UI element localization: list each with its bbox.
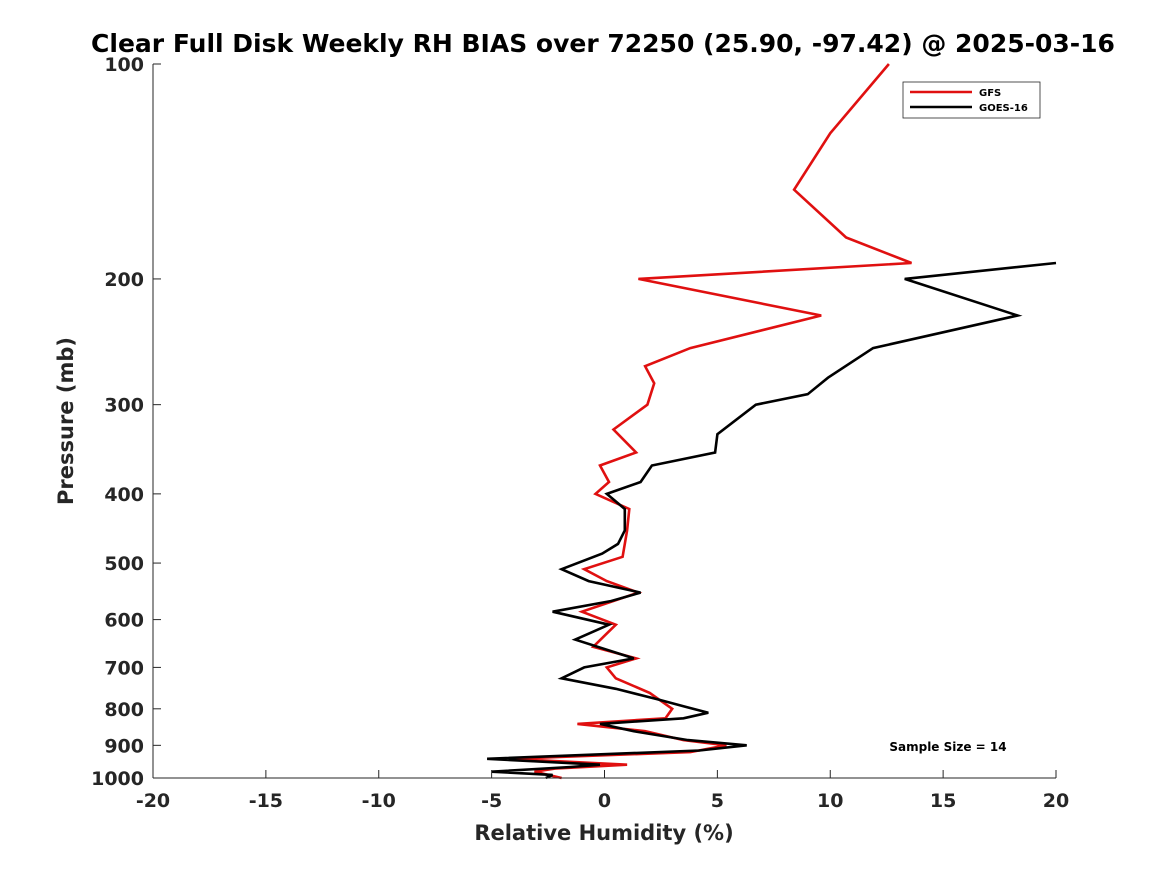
- y-tick-label: 800: [104, 699, 144, 721]
- goes16-series-line: [487, 261, 1057, 780]
- y-tick-label: 300: [104, 395, 144, 417]
- legend-label-gfs: GFS: [979, 88, 1001, 99]
- x-tick-label: 20: [1043, 790, 1069, 812]
- x-tick-label: -15: [249, 790, 283, 812]
- y-tick-label: 400: [104, 484, 144, 506]
- x-axis-ticks: -20 -15 -10 -5 0 5 10 15 20: [136, 770, 1069, 812]
- x-tick-label: -10: [362, 790, 396, 812]
- y-tick-label: 1000: [91, 768, 144, 790]
- y-tick-label: 500: [104, 553, 144, 575]
- y-axis-ticks: 100 200 300 400 500 600 700 800 900 1000: [91, 54, 161, 790]
- y-tick-label: 600: [104, 610, 144, 632]
- y-axis-label: Pressure (mb): [54, 337, 78, 505]
- legend-box: [902, 81, 1041, 119]
- x-tick-label: 0: [598, 790, 611, 812]
- sample-size-annotation: Sample Size = 14: [889, 740, 1006, 754]
- plot-area: [153, 64, 1056, 778]
- x-tick-label: -20: [136, 790, 170, 812]
- x-tick-label: 15: [930, 790, 956, 812]
- x-axis-label: Relative Humidity (%): [474, 821, 733, 845]
- y-tick-label: 200: [104, 269, 144, 291]
- series-layer: [487, 63, 1057, 780]
- legend: GFS GOES-16: [902, 81, 1041, 119]
- y-tick-label: 700: [104, 657, 144, 679]
- legend-label-goes16: GOES-16: [979, 103, 1028, 114]
- y-tick-label: 900: [104, 735, 144, 757]
- x-tick-label: 10: [817, 790, 843, 812]
- x-tick-label: 5: [711, 790, 724, 812]
- y-tick-label: 100: [104, 54, 144, 76]
- x-tick-label: -5: [481, 790, 502, 812]
- chart-title: Clear Full Disk Weekly RH BIAS over 7225…: [91, 29, 1115, 58]
